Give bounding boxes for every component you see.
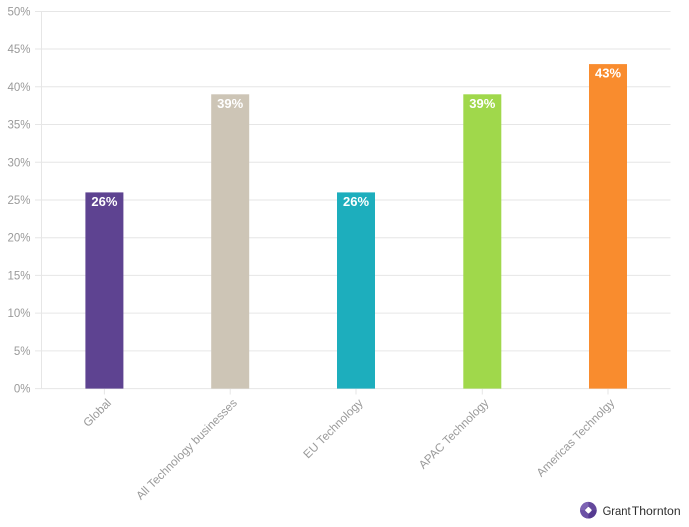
svg-text:39%: 39% (469, 96, 495, 111)
svg-text:39%: 39% (217, 96, 243, 111)
svg-text:35%: 35% (7, 120, 30, 132)
svg-text:45%: 45% (7, 44, 30, 56)
svg-text:30%: 30% (7, 157, 30, 169)
svg-text:26%: 26% (91, 194, 117, 209)
svg-text:Grant: Grant (603, 504, 631, 518)
svg-text:20%: 20% (7, 233, 30, 245)
svg-text:15%: 15% (7, 270, 30, 282)
svg-text:26%: 26% (343, 194, 369, 209)
svg-text:5%: 5% (14, 346, 31, 358)
svg-text:40%: 40% (7, 82, 30, 94)
svg-text:50%: 50% (7, 7, 30, 19)
svg-text:43%: 43% (595, 66, 621, 81)
svg-text:0%: 0% (14, 384, 31, 396)
svg-text:25%: 25% (7, 195, 30, 207)
svg-text:Thornton: Thornton (632, 504, 681, 518)
svg-text:10%: 10% (7, 308, 30, 320)
